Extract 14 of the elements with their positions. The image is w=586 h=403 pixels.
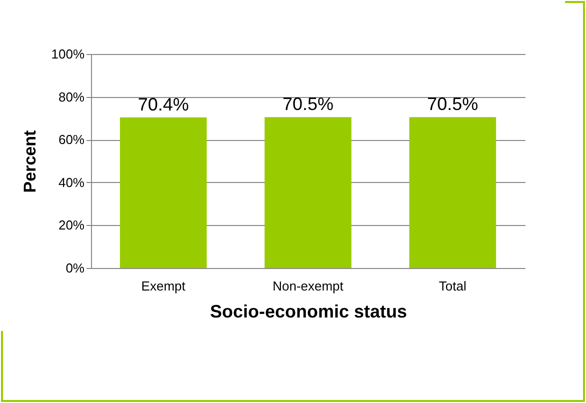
data-label: 70.4% [138,94,189,114]
data-label: 70.5% [427,94,478,114]
x-axis-title: Socio-economic status [210,302,408,322]
y-axis-title: Percent [20,130,40,193]
x-tick-label: Total [438,278,467,294]
x-tick-label: Non-exempt [272,278,344,294]
y-tick-label: 40% [58,174,85,190]
y-tick-label: 60% [58,132,85,148]
data-label: 70.5% [282,94,334,114]
x-tick-label: Exempt [141,278,186,294]
y-tick-label: 100% [51,46,85,62]
y-tick-label: 20% [58,218,85,233]
y-tick-label: 0% [66,260,85,276]
y-tick-label: 80% [58,89,85,104]
